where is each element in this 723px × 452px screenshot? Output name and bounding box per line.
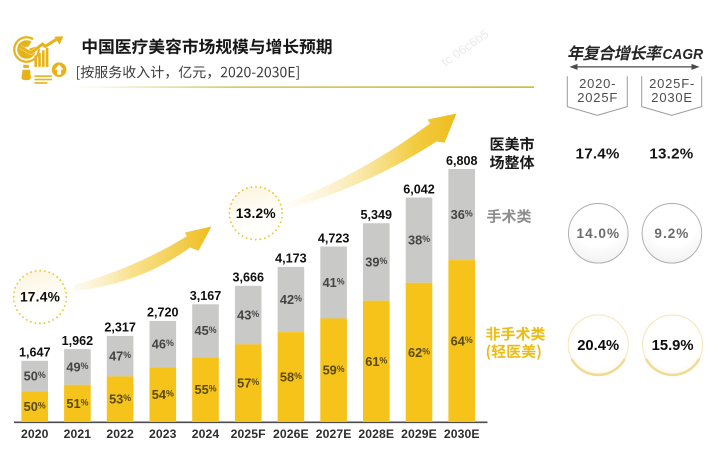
svg-text:2020: 2020	[21, 427, 49, 441]
svg-text:4,723: 4,723	[318, 231, 350, 245]
svg-text:50%: 50%	[24, 399, 46, 414]
svg-text:2030E: 2030E	[444, 427, 480, 441]
svg-text:2,317: 2,317	[104, 321, 136, 335]
svg-text:38%: 38%	[408, 233, 430, 248]
svg-text:51%: 51%	[66, 396, 88, 411]
svg-text:13.2%: 13.2%	[236, 206, 276, 221]
svg-text:15.9%: 15.9%	[652, 338, 694, 354]
svg-text:55%: 55%	[194, 382, 216, 397]
svg-text:13.2%: 13.2%	[649, 146, 693, 163]
svg-text:50%: 50%	[24, 369, 46, 384]
svg-text:tc 06c6b5: tc 06c6b5	[439, 27, 491, 70]
svg-text:2,720: 2,720	[147, 306, 179, 320]
svg-text:2027E: 2027E	[316, 427, 352, 441]
svg-text:1,962: 1,962	[62, 334, 94, 348]
svg-text:3,666: 3,666	[232, 271, 264, 285]
svg-text:53%: 53%	[109, 392, 131, 407]
svg-text:14.0%: 14.0%	[577, 226, 621, 241]
svg-text:9.2%: 9.2%	[654, 226, 689, 241]
svg-text:17.4%: 17.4%	[20, 290, 60, 305]
svg-text:2028E: 2028E	[358, 427, 394, 441]
svg-text:2025F: 2025F	[577, 90, 618, 105]
svg-text:36%: 36%	[451, 207, 473, 222]
svg-text:2020-: 2020-	[579, 76, 616, 91]
svg-text:57%: 57%	[237, 376, 259, 391]
svg-text:39%: 39%	[365, 254, 387, 269]
svg-text:2025F-: 2025F-	[649, 76, 695, 91]
svg-text:20.4%: 20.4%	[577, 338, 619, 354]
svg-text:2021: 2021	[64, 427, 92, 441]
svg-text:43%: 43%	[237, 308, 259, 323]
svg-text:2025F: 2025F	[231, 427, 266, 441]
svg-text:2024: 2024	[192, 427, 220, 441]
svg-text:2029E: 2029E	[401, 427, 437, 441]
svg-text:2030E: 2030E	[651, 90, 693, 105]
svg-text:54%: 54%	[152, 387, 174, 402]
svg-text:1,647: 1,647	[19, 346, 51, 360]
svg-text:58%: 58%	[280, 369, 302, 384]
svg-text:4,173: 4,173	[275, 252, 307, 266]
svg-text:2022: 2022	[106, 427, 134, 441]
svg-text:41%: 41%	[323, 275, 345, 290]
svg-text:42%: 42%	[280, 292, 302, 307]
svg-text:2023: 2023	[149, 427, 177, 441]
svg-text:45%: 45%	[194, 323, 216, 338]
svg-text:61%: 61%	[365, 354, 387, 369]
svg-text:17.4%: 17.4%	[576, 146, 620, 163]
svg-text:47%: 47%	[109, 349, 131, 364]
svg-text:62%: 62%	[408, 345, 430, 360]
svg-text:6,808: 6,808	[446, 154, 478, 168]
svg-text:CAGR: CAGR	[663, 46, 704, 63]
svg-text:49%: 49%	[66, 359, 88, 374]
svg-text:2026E: 2026E	[273, 427, 309, 441]
svg-text:64%: 64%	[451, 333, 473, 348]
svg-text:46%: 46%	[152, 337, 174, 352]
svg-text:3,167: 3,167	[190, 289, 222, 303]
svg-text:6,042: 6,042	[403, 182, 435, 196]
svg-text:5,349: 5,349	[361, 208, 393, 222]
svg-text:59%: 59%	[323, 363, 345, 378]
